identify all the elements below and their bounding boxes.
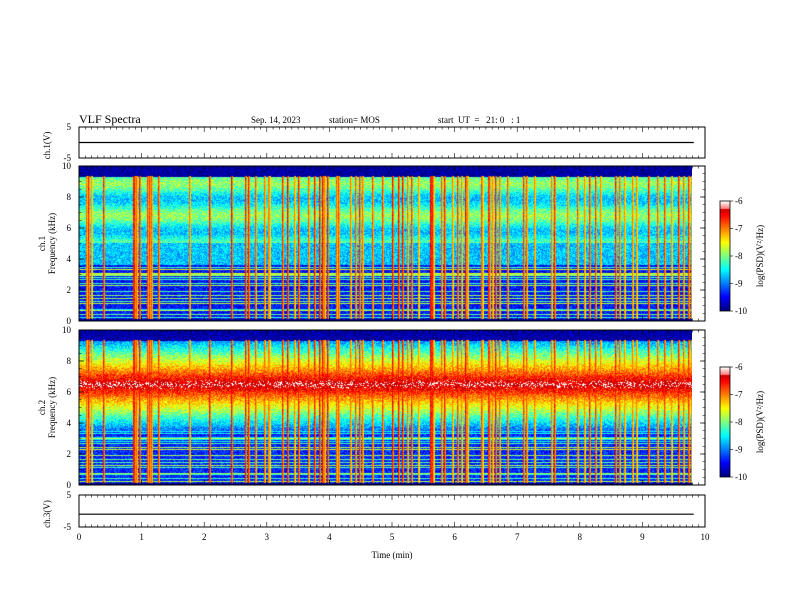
ch1spec-y-tick-label: 0 <box>67 316 72 326</box>
ch1-colorbar-label-text: log(PSD)(V²/Hz) <box>755 225 765 287</box>
header-station: station= MOS <box>329 115 380 125</box>
ch1spec-y-tick-label: 10 <box>62 161 72 171</box>
ch1-colorbar-tick-label: -7 <box>735 224 743 234</box>
ch1-voltage-ylabel: ch.1(V) <box>42 132 52 160</box>
ch2-colorbar-label: log(PSD)(V²/Hz) <box>755 391 765 453</box>
x-tick-label: 2 <box>202 532 207 542</box>
x-tick-label: 5 <box>390 532 395 542</box>
ch1-voltage-ylabel-line: ch.1(V) <box>42 132 52 160</box>
x-tick-label: 9 <box>640 532 645 542</box>
ch1spec-y-tick-label: 6 <box>67 223 72 233</box>
ch1-colorbar-tick-label: -10 <box>735 306 747 316</box>
ch1-colorbar-label: log(PSD)(V²/Hz) <box>755 225 765 287</box>
ch1-colorbar <box>720 201 730 311</box>
ch1spec-y-tick-label: 8 <box>67 192 72 202</box>
ch3-voltage-ylabel: ch.3(V) <box>42 500 52 528</box>
ch2spec-y-tick-label: 0 <box>67 480 72 490</box>
x-tick-label: 0 <box>77 532 82 542</box>
ch2-spec-ylabel-line: Frequency (kHz) <box>47 377 57 438</box>
x-tick-label: 1 <box>139 532 144 542</box>
ch3v-y-tick-label: 5 <box>67 490 72 500</box>
ch2-colorbar <box>720 367 730 477</box>
ch3v-y-tick-label: -5 <box>64 522 72 532</box>
ch2spec-y-tick-label: 2 <box>67 449 72 459</box>
x-tick-label: 4 <box>327 532 332 542</box>
ch1spec-y-tick-label: 2 <box>67 285 72 295</box>
ch1spec-y-tick-label: 4 <box>67 254 72 264</box>
x-tick-label: 3 <box>265 532 270 542</box>
ch1-colorbar-tick-label: -8 <box>735 251 743 261</box>
ch1v-y-tick-label: 5 <box>67 122 72 132</box>
ch1v-y-tick-label: -5 <box>64 153 72 163</box>
ch2-colorbar-label-text: log(PSD)(V²/Hz) <box>755 391 765 453</box>
ch2spec-y-tick-label: 4 <box>67 418 72 428</box>
ch2spec-y-tick-label: 10 <box>62 325 72 335</box>
ch2-colorbar-tick-label: -9 <box>735 445 743 455</box>
ch1-colorbar-tick-label: -6 <box>735 196 743 206</box>
ch1-spec-ylabel-line: Frequency (kHz) <box>47 213 57 274</box>
ch2-colorbar-tick-label: -10 <box>735 472 747 482</box>
x-axis-label: Time (min) <box>372 550 413 560</box>
ch2-spec-ylabel: ch.2 Frequency (kHz) <box>37 377 57 438</box>
x-tick-label: 10 <box>701 532 711 542</box>
ch1-colorbar-tick-label: -9 <box>735 279 743 289</box>
ch2-spec-ylabel-line: ch.2 <box>37 400 47 415</box>
ch3-voltage-ylabel-line: ch.3(V) <box>42 500 52 528</box>
header-start-time: start UT = 21: 0 : 1 <box>438 115 520 125</box>
ch1-spec-ylabel-line: ch.1 <box>37 236 47 251</box>
x-tick-label: 6 <box>452 532 457 542</box>
header-date: Sep. 14, 2023 <box>251 115 301 125</box>
figure-title: VLF Spectra <box>79 112 141 126</box>
ch2spec-y-tick-label: 6 <box>67 387 72 397</box>
ch2spec-y-tick-label: 8 <box>67 356 72 366</box>
x-tick-label: 7 <box>515 532 520 542</box>
ch2-colorbar-tick-label: -7 <box>735 390 743 400</box>
ch1-spec-ylabel: ch.1 Frequency (kHz) <box>37 213 57 274</box>
ch2-colorbar-tick-label: -6 <box>735 362 743 372</box>
ch2-colorbar-tick-label: -8 <box>735 417 743 427</box>
x-tick-label: 8 <box>578 532 583 542</box>
ch2-spectrogram-image <box>79 330 692 485</box>
ch1-spectrogram-image <box>79 166 692 321</box>
